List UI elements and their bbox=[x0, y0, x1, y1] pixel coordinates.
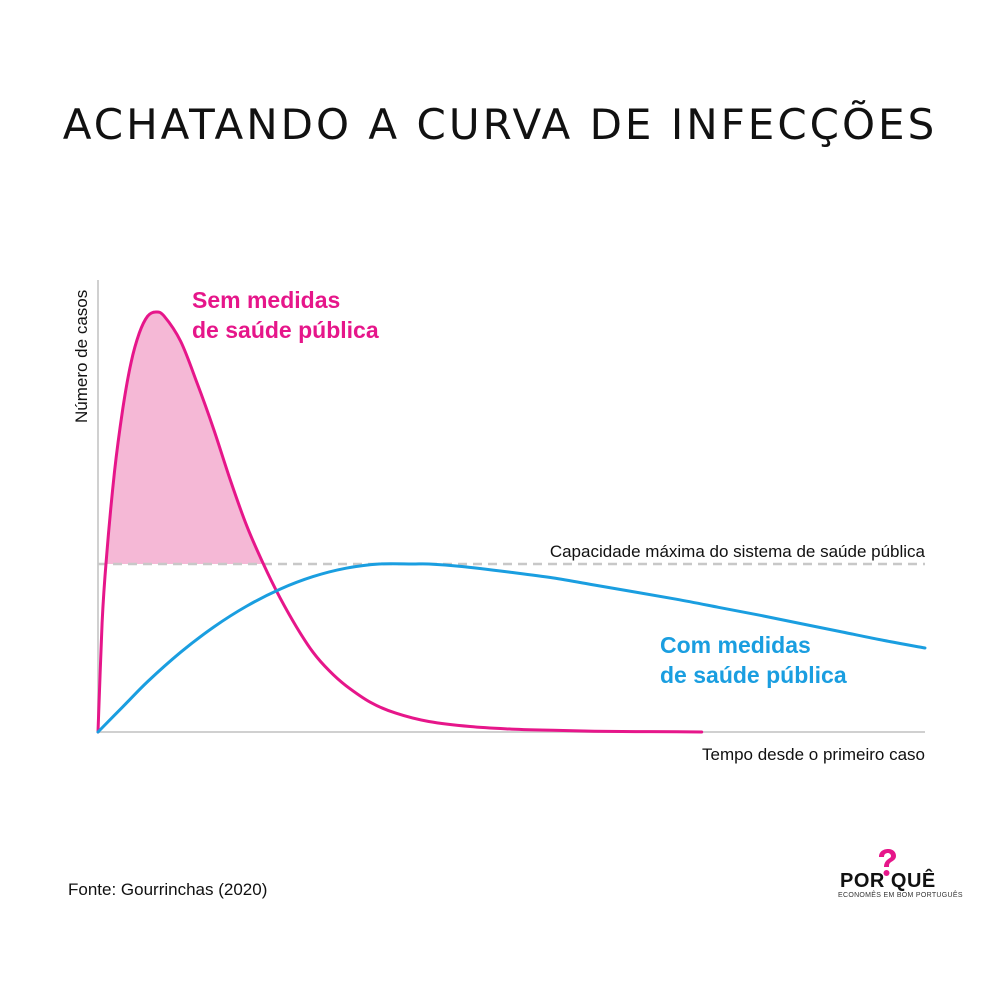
series-label-pink-line2: de saúde pública bbox=[192, 317, 379, 343]
series-label-pink-line1: Sem medidas bbox=[192, 287, 340, 313]
y-axis-label: Número de casos bbox=[72, 290, 91, 423]
overflow-area-fill bbox=[105, 311, 265, 568]
series-label-pink: Sem medidas de saúde pública bbox=[192, 287, 379, 343]
series-line-sem-medidas bbox=[96, 310, 704, 734]
series-label-blue: Com medidas de saúde pública bbox=[660, 632, 847, 688]
capacity-label: Capacidade máxima do sistema de saúde pú… bbox=[550, 542, 926, 561]
logo-wordmark: POR QUÊ bbox=[840, 870, 936, 892]
series-layer bbox=[96, 310, 927, 734]
axes bbox=[97, 280, 925, 733]
question-mark-icon bbox=[879, 849, 896, 876]
series-label-blue-line1: Com medidas bbox=[660, 632, 811, 658]
series-line-com-medidas bbox=[96, 562, 927, 734]
porque-logo: POR QUÊ ECONOMÊS EM BOM PORTUGUÊS bbox=[836, 849, 963, 906]
source-note: Fonte: Gourrinchas (2020) bbox=[68, 880, 268, 899]
logo-tagline: ECONOMÊS EM BOM PORTUGUÊS bbox=[838, 892, 963, 899]
series-label-blue-line2: de saúde pública bbox=[660, 662, 847, 688]
chart-title: ACHATANDO A CURVA DE INFECÇÕES bbox=[62, 100, 938, 149]
x-axis-label: Tempo desde o primeiro caso bbox=[702, 745, 925, 764]
